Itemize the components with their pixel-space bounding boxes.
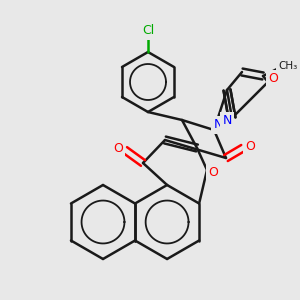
Text: N: N [222, 115, 232, 128]
Text: O: O [113, 142, 123, 154]
Text: O: O [208, 167, 218, 179]
Text: N: N [213, 118, 223, 131]
Text: O: O [245, 140, 255, 152]
Text: O: O [268, 73, 278, 85]
Text: CH₃: CH₃ [278, 61, 298, 71]
Text: Cl: Cl [142, 25, 154, 38]
